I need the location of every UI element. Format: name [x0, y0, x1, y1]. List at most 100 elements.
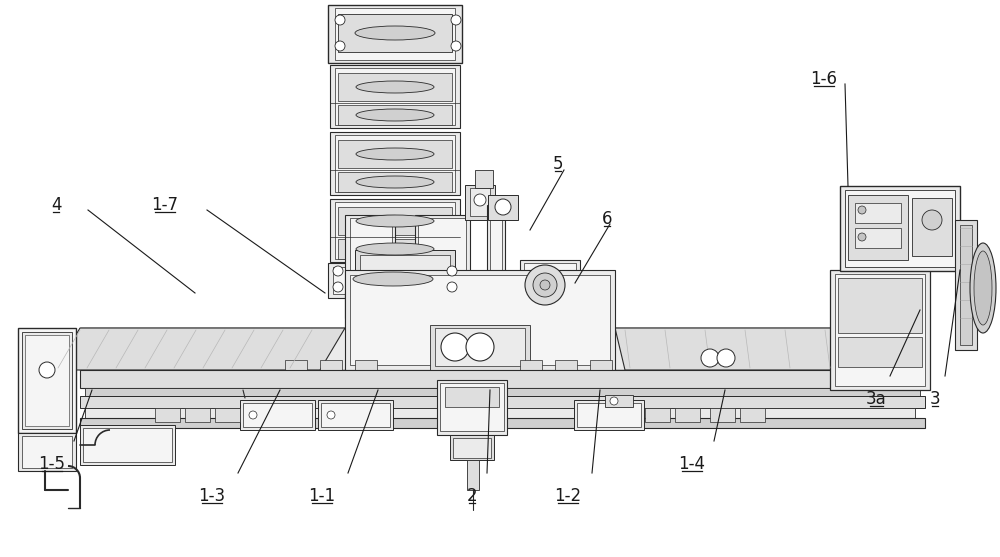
Ellipse shape: [974, 251, 992, 325]
Circle shape: [441, 333, 469, 361]
Bar: [848, 195, 908, 260]
Text: 1-6: 1-6: [810, 70, 838, 88]
Bar: [80, 396, 925, 408]
Bar: [345, 270, 615, 370]
Ellipse shape: [356, 215, 434, 227]
Bar: [18, 433, 76, 471]
Bar: [285, 360, 307, 372]
Circle shape: [701, 349, 719, 367]
Bar: [359, 372, 373, 380]
Bar: [855, 203, 901, 223]
Bar: [435, 328, 525, 366]
Bar: [338, 172, 452, 192]
Bar: [524, 372, 538, 380]
Bar: [355, 360, 377, 372]
Text: 6: 6: [602, 210, 612, 228]
Ellipse shape: [970, 243, 996, 333]
Circle shape: [451, 41, 461, 51]
Circle shape: [474, 194, 486, 206]
Ellipse shape: [356, 109, 434, 121]
Text: 3: 3: [930, 390, 940, 408]
Circle shape: [540, 280, 550, 290]
Bar: [838, 278, 922, 333]
Bar: [320, 360, 342, 372]
Bar: [437, 380, 507, 435]
Bar: [418, 218, 466, 358]
Text: 1-4: 1-4: [678, 455, 706, 473]
Bar: [710, 408, 735, 422]
Bar: [338, 73, 452, 101]
Bar: [338, 239, 452, 259]
Bar: [80, 425, 175, 465]
Bar: [83, 428, 172, 462]
Ellipse shape: [353, 272, 433, 286]
Text: 1-3: 1-3: [198, 487, 226, 505]
Bar: [289, 372, 303, 380]
Bar: [338, 14, 452, 52]
Bar: [321, 403, 390, 427]
Circle shape: [249, 411, 257, 419]
Text: 1-2: 1-2: [554, 487, 582, 505]
Circle shape: [533, 273, 557, 297]
Bar: [328, 5, 462, 63]
Bar: [577, 403, 641, 427]
Circle shape: [525, 265, 565, 305]
Circle shape: [717, 349, 735, 367]
Bar: [524, 263, 576, 311]
Bar: [215, 408, 240, 422]
Bar: [450, 435, 494, 460]
Bar: [328, 263, 462, 298]
Bar: [335, 68, 455, 125]
Circle shape: [610, 397, 618, 405]
Bar: [338, 140, 452, 168]
Bar: [445, 387, 499, 407]
Circle shape: [333, 266, 343, 276]
Bar: [487, 205, 505, 305]
Bar: [243, 403, 312, 427]
Bar: [675, 408, 700, 422]
Bar: [830, 270, 930, 390]
Bar: [355, 250, 455, 280]
Bar: [335, 8, 455, 60]
Bar: [559, 372, 573, 380]
Bar: [185, 408, 210, 422]
Bar: [960, 225, 972, 345]
Bar: [25, 335, 69, 426]
Circle shape: [39, 362, 55, 378]
Bar: [324, 372, 338, 380]
Bar: [605, 395, 633, 407]
Polygon shape: [615, 328, 870, 370]
Bar: [555, 360, 577, 372]
Bar: [350, 295, 450, 320]
Bar: [335, 202, 455, 259]
Bar: [490, 208, 502, 303]
Bar: [350, 275, 610, 365]
Bar: [467, 460, 479, 490]
Bar: [840, 186, 960, 271]
Bar: [85, 408, 915, 418]
Bar: [470, 188, 490, 216]
Text: 1-1: 1-1: [308, 487, 336, 505]
Bar: [345, 293, 455, 318]
Bar: [838, 337, 922, 367]
Bar: [338, 105, 452, 125]
Bar: [440, 383, 504, 431]
Bar: [360, 255, 450, 275]
Text: 1-5: 1-5: [38, 455, 66, 473]
Bar: [330, 132, 460, 195]
Text: 5: 5: [553, 155, 563, 173]
Text: 4: 4: [51, 196, 61, 214]
Bar: [590, 360, 612, 372]
Ellipse shape: [356, 243, 434, 255]
Circle shape: [495, 199, 511, 215]
Bar: [80, 418, 925, 428]
Circle shape: [447, 266, 457, 276]
Bar: [330, 65, 460, 128]
Bar: [475, 170, 493, 188]
Circle shape: [335, 15, 345, 25]
Polygon shape: [55, 328, 345, 370]
Text: 2: 2: [467, 487, 477, 505]
Text: 1-7: 1-7: [152, 196, 178, 214]
Bar: [955, 220, 977, 350]
Bar: [453, 438, 491, 458]
